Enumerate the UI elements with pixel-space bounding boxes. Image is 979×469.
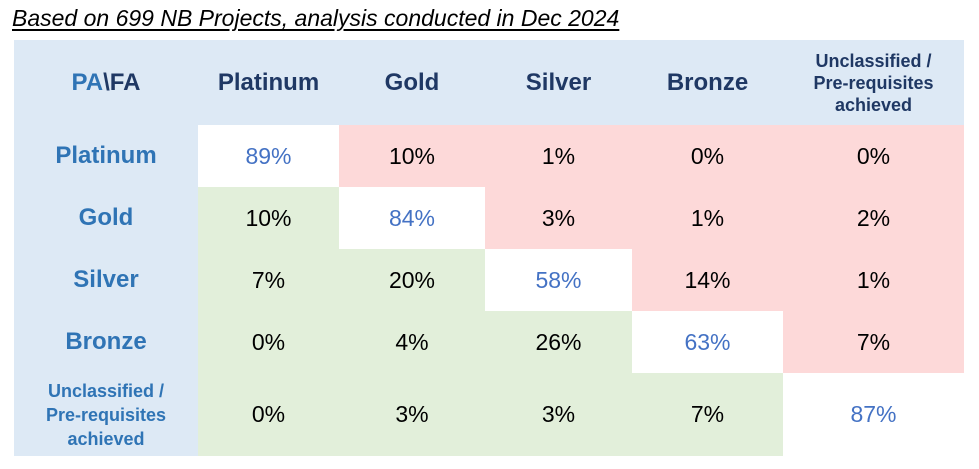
matrix-cell: 7% [632,373,783,456]
matrix-cell: 10% [339,125,485,187]
matrix-cell: 3% [485,187,632,249]
corner-separator: \ [103,68,110,96]
matrix-cell: 4% [339,311,485,373]
row-header-unclassified-label: Unclassified / Pre-requisites achieved [45,380,167,449]
corner-pa-label: PA [71,68,104,96]
matrix-cell: 84% [339,187,485,249]
matrix-cell: 26% [485,311,632,373]
column-header-bronze: Bronze [632,40,783,125]
matrix-cell: 0% [783,125,964,187]
row-header-unclassified: Unclassified / Pre-requisites achieved [14,373,198,456]
matrix-cell: 1% [632,187,783,249]
matrix-cell: 87% [783,373,964,456]
column-header-gold: Gold [339,40,485,125]
matrix-cell: 3% [339,373,485,456]
matrix-cell: 7% [783,311,964,373]
matrix-cell: 10% [198,187,339,249]
matrix-cell: 3% [485,373,632,456]
classification-matrix: PA \ FA Platinum Gold Silver Bronze Uncl… [14,40,964,456]
corner-fa-label: FA [109,68,141,96]
row-header-bronze: Bronze [14,311,198,373]
column-header-silver: Silver [485,40,632,125]
matrix-cell: 0% [198,373,339,456]
matrix-cell: 1% [783,249,964,311]
matrix-cell: 63% [632,311,783,373]
analysis-caption: Based on 699 NB Projects, analysis condu… [12,5,620,31]
matrix-cell: 7% [198,249,339,311]
matrix-cell: 0% [198,311,339,373]
matrix-cell: 1% [485,125,632,187]
matrix-cell: 0% [632,125,783,187]
matrix-cell: 89% [198,125,339,187]
corner-header: PA \ FA [14,40,198,125]
column-header-platinum: Platinum [198,40,339,125]
row-header-gold: Gold [14,187,198,249]
column-header-unclassified-label: Unclassified / Pre-requisites achieved [813,50,934,115]
matrix-cell: 2% [783,187,964,249]
matrix-cell: 14% [632,249,783,311]
column-header-unclassified: Unclassified / Pre-requisites achieved [783,40,964,125]
row-header-platinum: Platinum [14,125,198,187]
matrix-cell: 58% [485,249,632,311]
matrix-cell: 20% [339,249,485,311]
row-header-silver: Silver [14,249,198,311]
